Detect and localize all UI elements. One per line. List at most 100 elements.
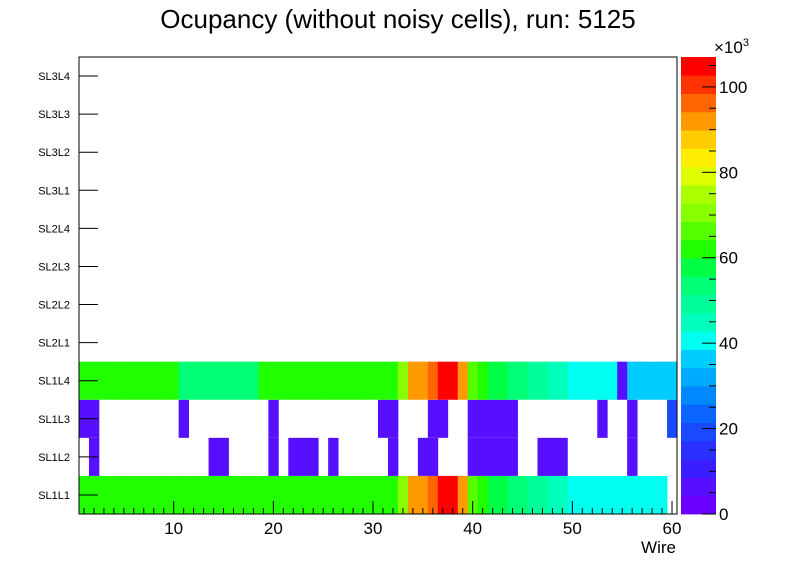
heatmap-cells xyxy=(79,361,678,514)
colorbar-band xyxy=(681,440,716,460)
heatmap-cell xyxy=(358,475,369,514)
heatmap-cell xyxy=(487,361,498,400)
colorbar-band xyxy=(681,495,716,515)
heatmap-cell xyxy=(218,361,229,400)
colorbar-band xyxy=(681,57,716,76)
heatmap-cell xyxy=(308,475,319,514)
heatmap-cell xyxy=(567,475,578,514)
heatmap-cell xyxy=(607,475,618,514)
heatmap-cell xyxy=(497,361,508,400)
heatmap-cell xyxy=(487,437,498,476)
heatmap-cell xyxy=(108,475,120,514)
y-tick-label: SL2L1 xyxy=(38,338,70,350)
heatmap-cell xyxy=(98,475,110,514)
heatmap-cell xyxy=(467,437,479,476)
heatmap-cell xyxy=(647,361,658,400)
heatmap-cell xyxy=(667,361,678,400)
heatmap-cell xyxy=(328,437,339,476)
heatmap-cell xyxy=(358,361,369,400)
heatmap-cell xyxy=(268,437,279,476)
heatmap-cell xyxy=(537,475,548,514)
heatmap-cell xyxy=(178,475,190,514)
heatmap-cell xyxy=(198,361,209,400)
heatmap-cell xyxy=(537,361,548,400)
heatmap-cell xyxy=(427,361,439,400)
heatmap-cell xyxy=(477,361,489,400)
heatmap-cell xyxy=(607,361,618,400)
heatmap-cell xyxy=(557,437,568,476)
heatmap-cell xyxy=(198,475,209,514)
heatmap-cell xyxy=(637,361,648,400)
heatmap-cell xyxy=(268,361,279,400)
colorbar-band xyxy=(681,459,716,478)
y-tick-label: SL3L3 xyxy=(38,109,70,121)
heatmap-cell xyxy=(318,475,329,514)
heatmap-cell xyxy=(467,475,479,514)
heatmap-cell xyxy=(417,475,429,514)
heatmap-cell xyxy=(557,361,568,400)
colorbar-tick-label: 80 xyxy=(719,163,738,182)
heatmap-cell xyxy=(338,475,349,514)
heatmap-cell xyxy=(108,361,120,400)
y-tick-label: SL3L4 xyxy=(38,71,70,83)
colorbar: 0 20 40 60 80 100 xyxy=(681,57,747,524)
colorbar-band xyxy=(681,130,716,149)
y-tick-label: SL1L2 xyxy=(38,452,70,464)
heatmap-cell xyxy=(517,475,528,514)
heatmap-cell xyxy=(258,361,269,400)
heatmap-cell xyxy=(378,361,389,400)
colorbar-band xyxy=(681,75,716,94)
colorbar-exponent: ×103 xyxy=(714,37,749,57)
colorbar-band xyxy=(681,221,716,241)
heatmap-cell xyxy=(348,361,359,400)
colorbar-tick-label: 60 xyxy=(719,249,738,268)
colorbar-tick-label: 20 xyxy=(719,420,738,439)
heatmap-cell xyxy=(138,361,150,400)
colorbar-band xyxy=(681,349,716,369)
heatmap-cell xyxy=(477,475,489,514)
heatmap-cell xyxy=(368,361,379,400)
heatmap-cell xyxy=(447,361,459,400)
y-tick-label: SL1L1 xyxy=(38,490,70,502)
heatmap-cell xyxy=(387,437,399,476)
heatmap-cell xyxy=(288,437,299,476)
y-tick-label: SL1L3 xyxy=(38,414,70,426)
heatmap-cell xyxy=(308,361,319,400)
heatmap-cell xyxy=(158,475,170,514)
heatmap-cell xyxy=(437,361,449,400)
heatmap-cell xyxy=(288,475,299,514)
y-tick-label: SL2L4 xyxy=(38,223,70,235)
heatmap-cell xyxy=(248,475,259,514)
heatmap-cell xyxy=(467,361,479,400)
heatmap-cell xyxy=(477,399,489,438)
colorbar-band xyxy=(681,477,716,497)
heatmap-cell xyxy=(118,475,130,514)
colorbar-tick-label: 100 xyxy=(719,78,747,97)
heatmap-cell xyxy=(557,475,568,514)
heatmap-cell xyxy=(507,361,518,400)
heatmap-cell xyxy=(597,399,608,438)
heatmap-cell xyxy=(457,361,469,400)
colorbar-band xyxy=(681,184,716,204)
heatmap-cell xyxy=(497,437,508,476)
heatmap-cell xyxy=(627,437,638,476)
heatmap-cell xyxy=(657,475,668,514)
heatmap-cell xyxy=(457,475,469,514)
y-tick-label: SL3L2 xyxy=(38,147,70,159)
heatmap-cell xyxy=(98,361,110,400)
colorbar-band xyxy=(681,331,716,350)
heatmap-cell xyxy=(447,475,459,514)
heatmap-cell xyxy=(228,475,239,514)
colorbar-band xyxy=(681,367,716,387)
colorbar-band xyxy=(681,166,716,186)
heatmap-cell xyxy=(168,361,180,400)
heatmap-cell xyxy=(407,361,419,400)
colorbar-band xyxy=(681,404,716,423)
heatmap-cell xyxy=(547,361,558,400)
y-tick-label: SL1L4 xyxy=(38,376,70,388)
heatmap-cell xyxy=(148,475,160,514)
heatmap-cell xyxy=(378,475,389,514)
heatmap-cell xyxy=(587,475,598,514)
heatmap-cell xyxy=(387,399,399,438)
